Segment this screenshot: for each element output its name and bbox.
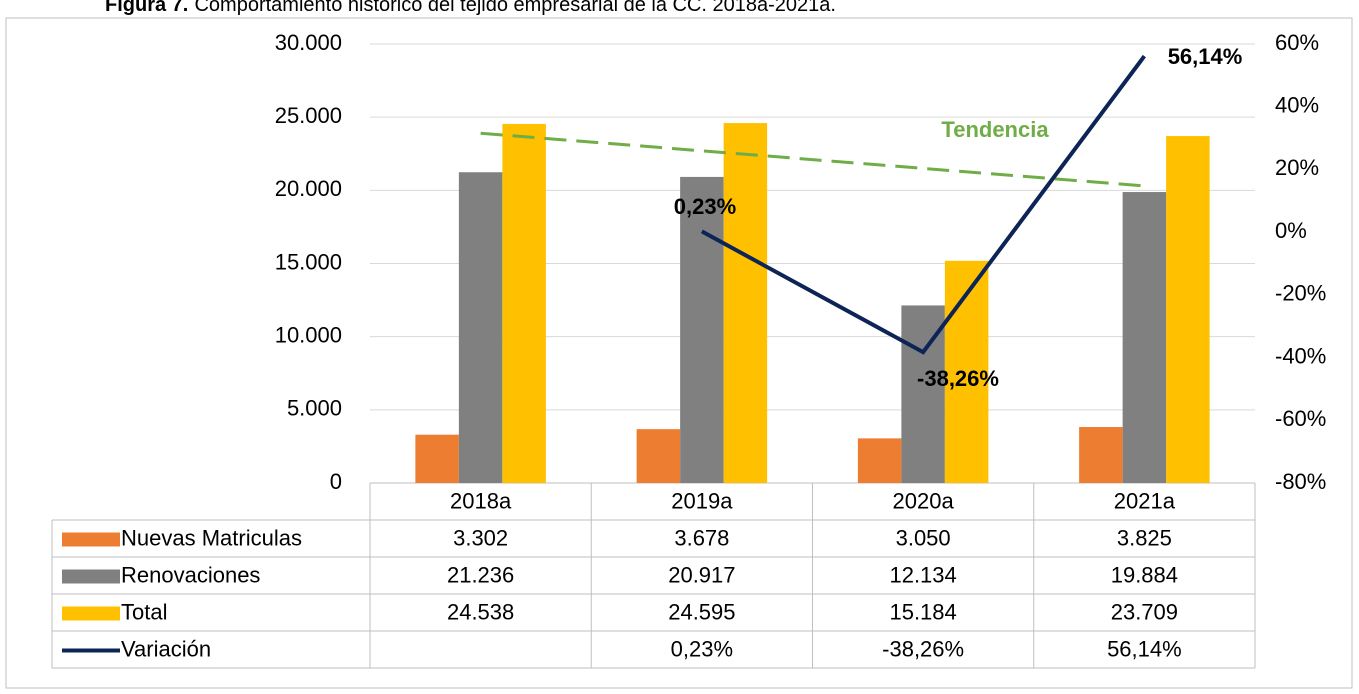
table-cell: 3.302	[453, 525, 508, 550]
table-cell: 0,23%	[671, 636, 733, 661]
trendline	[480, 131, 1145, 188]
chart-title: Figura 7. Comportamiento histórico del t…	[105, 0, 836, 17]
legend-key	[62, 606, 120, 621]
legend-key	[62, 532, 120, 547]
y-tick-label: 15.000	[275, 249, 342, 274]
legend-key	[62, 569, 120, 584]
legend-label: Nuevas Matriculas	[121, 525, 302, 550]
table-cell: 3.825	[1117, 525, 1172, 550]
y2-tick-label: 40%	[1275, 93, 1319, 118]
table-cell: 19.884	[1111, 562, 1178, 587]
table-cell: 3.678	[674, 525, 729, 550]
bar	[680, 176, 724, 484]
bar	[944, 260, 989, 483]
bar	[1079, 427, 1123, 483]
y-tick-label: 25.000	[275, 103, 342, 128]
trendline-label: Tendencia	[941, 117, 1049, 142]
y-tick-label: 30.000	[275, 30, 342, 55]
table-cell: 3.050	[896, 525, 951, 550]
x-tick-label: 2018a	[450, 488, 512, 513]
y-tick-label: 20.000	[275, 176, 342, 201]
table-cell: 12.134	[889, 562, 956, 587]
line-series	[700, 54, 1146, 355]
data-label: 0,23%	[674, 194, 736, 219]
legend-label: Renovaciones	[121, 562, 260, 587]
legend-label: Variación	[121, 636, 211, 661]
y2-tick-label: -20%	[1275, 281, 1326, 306]
table-cell: -38,26%	[882, 636, 964, 661]
bar	[415, 434, 459, 483]
table-cell: 20.917	[668, 562, 735, 587]
x-tick-label: 2020a	[893, 488, 955, 513]
title-prefix: Figura 7.	[105, 0, 188, 16]
y2-tick-label: 20%	[1275, 155, 1319, 180]
bar	[502, 123, 546, 483]
bar	[636, 429, 681, 483]
y-tick-label: 10.000	[275, 322, 342, 347]
y2-tick-label: 60%	[1275, 30, 1319, 55]
y2-tick-label: 0%	[1275, 218, 1307, 243]
table-cell: 56,14%	[1107, 636, 1182, 661]
y2-tick-label: -60%	[1275, 406, 1326, 431]
y-tick-label: 0	[330, 469, 342, 494]
x-tick-label: 2021a	[1114, 488, 1176, 513]
title-text: Comportamiento histórico del tejido empr…	[194, 0, 835, 16]
table-cell: 21.236	[447, 562, 514, 587]
data-label: 56,14%	[1168, 44, 1243, 69]
table-cell: 15.184	[889, 599, 956, 624]
bar	[1166, 136, 1210, 484]
y-tick-label: 5.000	[287, 396, 342, 421]
x-tick-label: 2019a	[671, 488, 733, 513]
table-cell: 24.595	[668, 599, 735, 624]
table-cell: 23.709	[1111, 599, 1178, 624]
table-cell: 24.538	[447, 599, 514, 624]
chart-border	[5, 17, 1353, 689]
bar	[458, 172, 503, 484]
bar	[1122, 192, 1167, 483]
bar	[723, 123, 768, 483]
data-label: -38,26%	[917, 366, 999, 391]
y2-tick-label: -80%	[1275, 469, 1326, 494]
legend-label: Total	[121, 599, 167, 624]
y2-tick-label: -40%	[1275, 343, 1326, 368]
bar	[857, 438, 902, 483]
